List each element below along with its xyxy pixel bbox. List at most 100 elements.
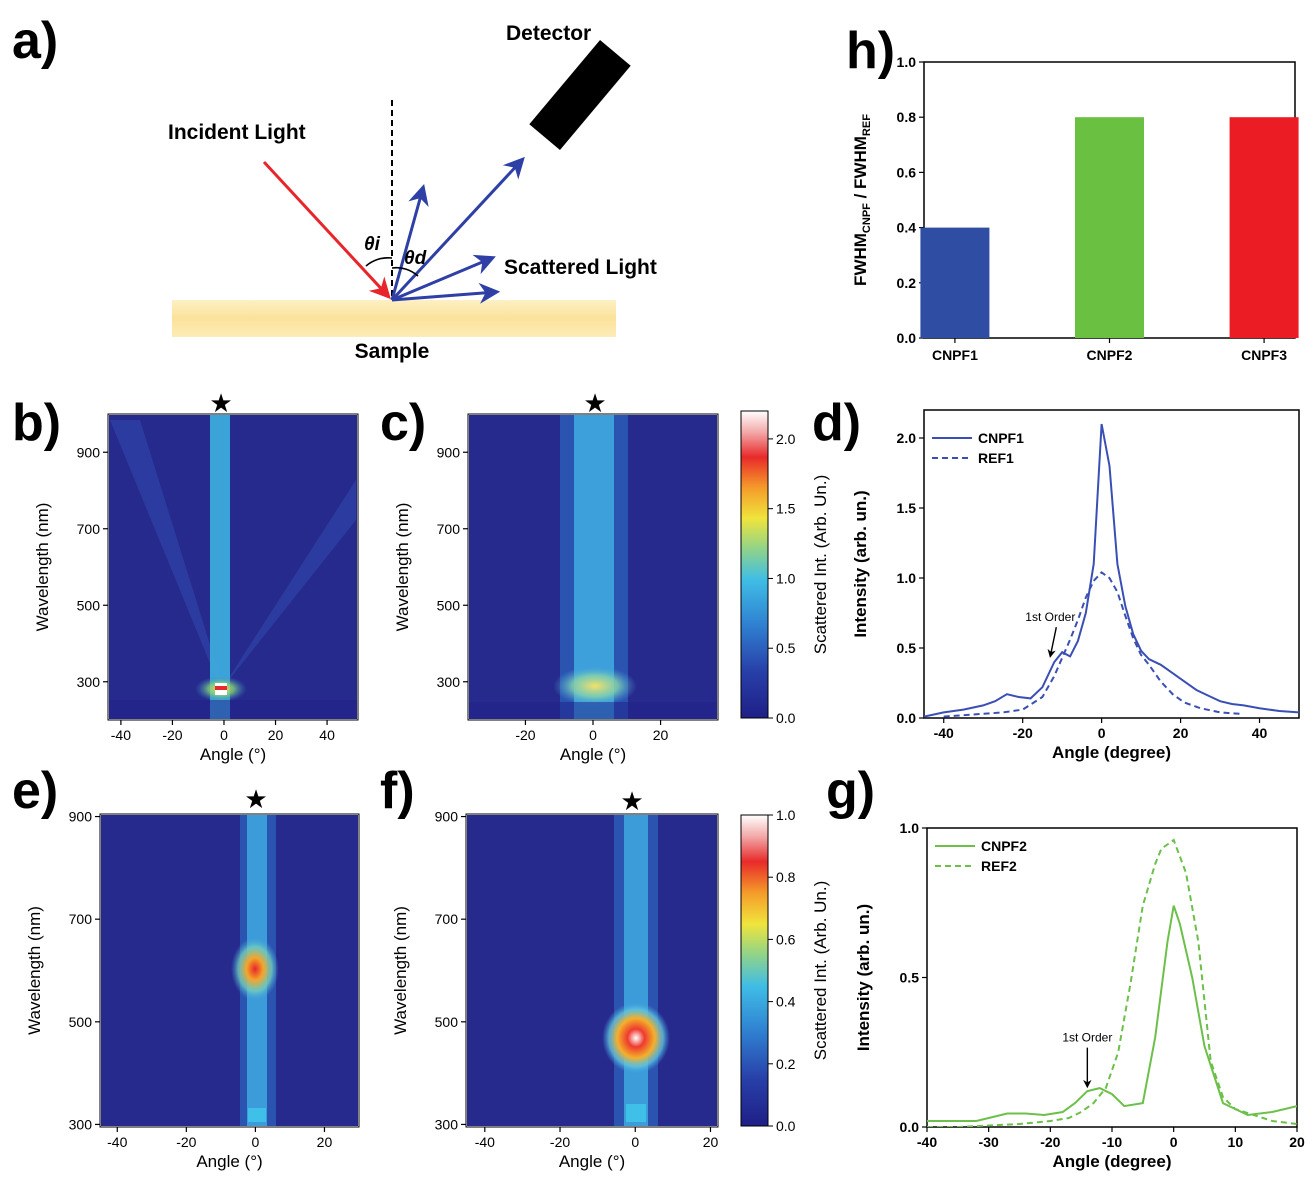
star-c: ★ xyxy=(583,389,606,419)
d-xlabel: Angle (degree) xyxy=(1052,743,1171,762)
d-series-cnpf1 xyxy=(924,423,1299,718)
colorbar-bottom xyxy=(740,814,769,1127)
f-ytick-label: 700 xyxy=(435,911,459,927)
g-xlabel: Angle (degree) xyxy=(1052,1152,1171,1171)
h-ytick-label: 1.0 xyxy=(897,54,917,70)
e-xtick-label: 20 xyxy=(317,1134,333,1150)
d-ytick-label: 1.0 xyxy=(897,570,917,586)
b-xtick-label: -40 xyxy=(111,727,131,743)
f-xtick-label: 20 xyxy=(703,1134,719,1150)
colorbar-f-label: Scattered Int. (Arb. Un.) xyxy=(811,881,830,1061)
g-ytick-label: 0.0 xyxy=(900,1119,920,1135)
d-ytick-label: 0.5 xyxy=(897,640,917,656)
h-ytick-label: 0.2 xyxy=(897,275,917,291)
heatmap-e-field xyxy=(100,814,359,1127)
b-outer-frame xyxy=(107,413,359,721)
bar-category-label: CNPF3 xyxy=(1241,347,1287,363)
heatmap-b-field xyxy=(108,414,358,720)
incident-label: Incident Light xyxy=(168,121,306,144)
b-ytick-label: 300 xyxy=(77,674,101,690)
g-xtick-label: -10 xyxy=(1102,1134,1122,1150)
sample-slab xyxy=(172,300,616,337)
panel-letter-c: c) xyxy=(380,394,426,452)
h-ytick-label: 0.4 xyxy=(897,220,917,236)
colorbar-f-tick-label: 0.8 xyxy=(776,869,796,885)
scattered-arrow-1 xyxy=(390,183,429,301)
heatmap-b-arm-left xyxy=(110,420,221,690)
chart-layer: -40 -20 0 20 40 300 500 700 900 Angle (°) Waveleng… xyxy=(25,54,1305,1171)
e-xtick-label: 0 xyxy=(252,1134,260,1150)
f-ytick-label: 300 xyxy=(435,1116,459,1132)
colorbar-f-tick-label: 0.6 xyxy=(776,931,796,947)
bar-cnpf3 xyxy=(1229,117,1299,338)
f-ytick-label: 900 xyxy=(435,809,459,825)
heatmap-f-field xyxy=(466,814,718,1127)
star-f: ★ xyxy=(620,787,643,817)
panel-b-heatmap xyxy=(108,414,358,720)
heatmap-f-bottom-spot xyxy=(626,1104,646,1122)
e-ylabel: Wavelength (nm) xyxy=(25,906,44,1035)
panel-letter-f: f) xyxy=(380,762,415,820)
d-xtick-label: 20 xyxy=(1173,725,1189,741)
h-ytick-label: 0.8 xyxy=(897,109,917,125)
c-ylabel: Wavelength (nm) xyxy=(393,503,412,632)
heatmap-b-bottom xyxy=(108,700,358,720)
f-ylabel: Wavelength (nm) xyxy=(391,906,410,1035)
e-xtick-label: -20 xyxy=(176,1134,196,1150)
panel-letter-d: d) xyxy=(812,394,861,452)
panel-c-heatmap xyxy=(468,414,718,720)
panel-a-schematic: a) Sample Incident Light Scattered Light… xyxy=(12,12,657,363)
c-ytick-label: 900 xyxy=(437,444,461,460)
b-xtick-label: -20 xyxy=(162,727,182,743)
e-ytick-label: 700 xyxy=(69,911,93,927)
scattered-arrow-2 xyxy=(390,156,525,302)
panel-letter-a: a) xyxy=(12,12,58,70)
colorbar-c-tick-label: 0.5 xyxy=(776,640,796,656)
bar-cnpf1 xyxy=(920,227,990,338)
g-series-ref2 xyxy=(927,838,1297,1127)
g-legend-label-ref2: REF2 xyxy=(981,858,1017,874)
bar-cnpf2 xyxy=(1075,117,1144,338)
heatmap-f-spot xyxy=(602,1002,670,1074)
star-e: ★ xyxy=(244,785,267,815)
c-ytick-label: 700 xyxy=(437,521,461,537)
colorbar-top xyxy=(740,410,769,719)
panel-e-heatmap xyxy=(100,814,359,1127)
d-ytick-label: 1.5 xyxy=(897,500,917,516)
colorbar-f-tick-label: 0.0 xyxy=(776,1118,796,1134)
f-outer-frame xyxy=(465,813,719,1128)
colorbar-c-tick-label: 0.0 xyxy=(776,710,796,726)
theta-d-label: θd xyxy=(404,248,427,269)
heatmap-b-arm-right xyxy=(221,480,356,690)
g-xtick-label: 20 xyxy=(1289,1134,1305,1150)
g-annotation-label: 1st Order xyxy=(1062,1031,1112,1045)
incident-arrow xyxy=(262,160,391,300)
colorbar-c-label: Scattered Int. (Arb. Un.) xyxy=(811,475,830,655)
colorbar-c-tick-label: 2.0 xyxy=(776,431,796,447)
d-legend-label-ref1: REF1 xyxy=(978,450,1014,466)
panel-letter-e: e) xyxy=(12,762,58,820)
theta-i-arc xyxy=(365,256,393,267)
h-ytick-label: 0.6 xyxy=(897,164,917,180)
d-annotation-label: 1st Order xyxy=(1025,610,1075,624)
d-ylabel: Intensity (arb. un.) xyxy=(851,490,870,637)
colorbar-c-tick-label: 1.5 xyxy=(776,501,796,517)
d-xtick-label: -40 xyxy=(934,725,954,741)
panel-letter-h: h) xyxy=(846,22,895,80)
e-ytick-label: 500 xyxy=(69,1014,93,1030)
bar-ylabel: FWHMCNPF / FWHMREF xyxy=(851,114,873,286)
panel-letter-g: g) xyxy=(826,762,875,820)
c-ytick-label: 300 xyxy=(437,674,461,690)
d-ytick-label: 0.0 xyxy=(897,710,917,726)
heatmap-e-spot xyxy=(231,937,279,1001)
heatmap-e-bottom-spot xyxy=(248,1108,266,1122)
b-xtick-label: 0 xyxy=(220,727,228,743)
b-ylabel: Wavelength (nm) xyxy=(33,503,52,632)
f-xtick-label: 0 xyxy=(631,1134,639,1150)
b-ytick-label: 500 xyxy=(77,597,101,613)
g-xtick-label: -40 xyxy=(917,1134,937,1150)
b-xtick-label: 20 xyxy=(268,727,284,743)
g-series-cnpf2 xyxy=(927,905,1297,1122)
detector-label: Detector xyxy=(506,22,591,45)
c-outer-frame xyxy=(467,413,719,721)
